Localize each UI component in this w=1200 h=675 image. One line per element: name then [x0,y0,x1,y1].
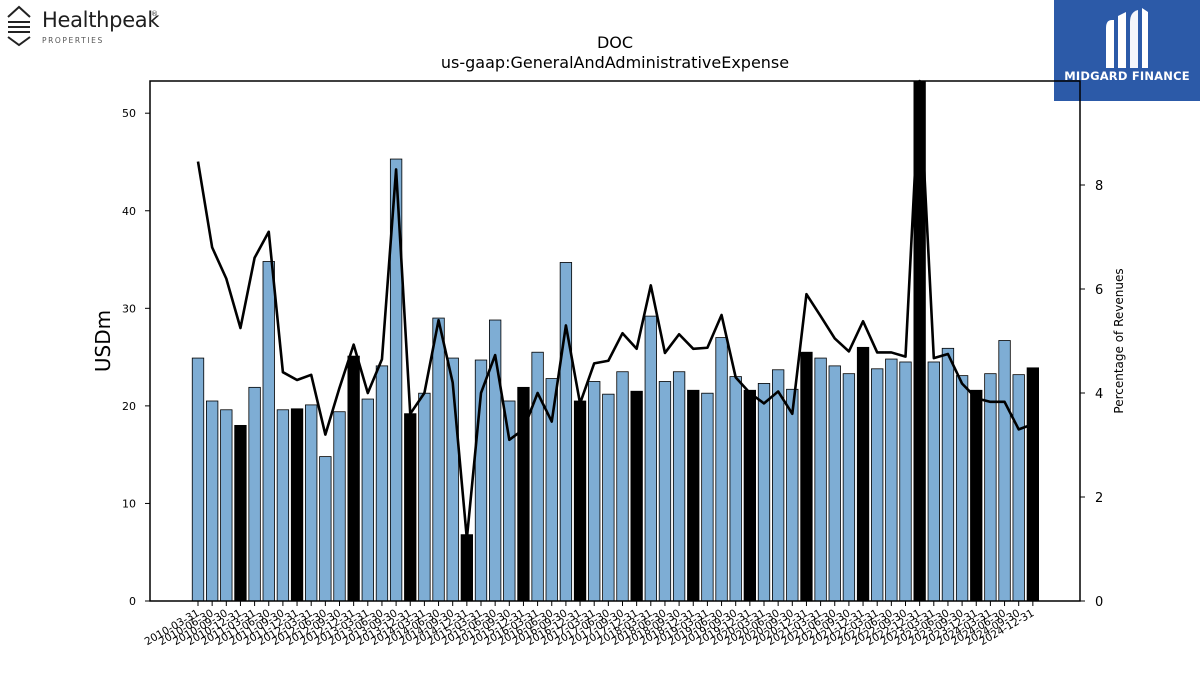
bar-2019-03-31 [701,392,714,602]
midgard-finance-logo: MIDGARD FINANCE [1054,0,1200,101]
bar-2013-03-31 [361,398,374,602]
bar-2021-09-30 [842,373,856,602]
bar-2013-06-30 [375,365,389,602]
bar-2010-09-30 [220,409,233,602]
bar-2022-06-30 [885,358,898,602]
bar-2011-09-30 [276,409,290,602]
y2-tick-label: 4 [1095,387,1103,402]
healthpeak-logo: Healthpeak ® PROPERTIES [4,4,174,48]
y2-tick-label: 8 [1095,179,1103,194]
bar-2012-06-30 [319,456,332,602]
y2-axis-label: Percentage of Revenues [1112,268,1126,413]
bar-2021-06-30 [828,365,841,602]
bar-2020-06-30 [772,369,785,602]
chart-subtitle: us-gaap:GeneralAndAdministrativeExpense [441,53,789,72]
bars-layer [191,80,1039,602]
bar-2024-03-31 [984,373,997,602]
bar-2018-06-30 [658,381,672,602]
bar-2019-09-30 [729,376,742,602]
bar-2024-09-30 [1012,374,1025,602]
y2-tick-label: 2 [1095,491,1103,506]
bar-2020-09-30 [786,388,799,602]
bar-2011-06-30 [262,261,275,602]
bar-2023-06-30 [941,347,955,602]
bar-2024-06-30 [998,340,1011,602]
bar-2010-03-31 [191,357,205,602]
y2-tick-label: 6 [1095,283,1103,298]
bar-2018-12-31 [687,389,700,602]
bar-2010-06-30 [205,400,219,602]
y-tick-label: 50 [122,107,136,120]
bar-2022-09-30 [899,361,912,602]
bar-2024-12-31 [1026,367,1039,602]
bar-2020-03-31 [757,383,771,602]
bar-2018-03-31 [644,315,657,602]
bar-2019-12-31 [743,389,756,602]
y2-axis: 0 2 4 6 8 [1080,179,1103,610]
bar-2011-12-31 [290,408,304,602]
bar-2017-06-30 [602,393,615,602]
bar-2016-12-31 [573,400,587,602]
y-axis: 0 10 20 30 40 50 [122,107,150,608]
bar-2011-03-31 [248,386,261,602]
bar-2013-12-31 [404,413,417,602]
bar-2017-03-31 [588,381,601,602]
plot-frame [149,80,1081,602]
bar-2012-12-31 [347,355,360,602]
bar-2023-12-31 [970,389,983,602]
healthpeak-logo-icon [7,5,31,47]
bar-2019-06-30 [715,337,728,602]
bar-2016-09-30 [559,262,573,602]
bar-2014-03-31 [418,392,431,602]
chart-title: DOC [597,33,633,52]
bar-2021-03-31 [814,357,827,602]
x-axis: 2010-03-312010-06-302010-09-302010-12-31… [143,601,1036,648]
y-tick-label: 0 [129,595,136,608]
y-axis-label: USDm [91,310,115,372]
y-tick-label: 40 [122,205,136,218]
midgard-finance-logo-text: MIDGARD FINANCE [1064,69,1190,83]
bar-2021-12-31 [856,346,870,602]
bar-2018-09-30 [672,371,686,602]
bar-2010-12-31 [234,424,247,602]
y-tick-label: 20 [122,400,136,413]
bar-2012-09-30 [333,411,346,602]
bar-2014-06-30 [432,317,445,602]
bar-2022-03-31 [871,368,884,602]
healthpeak-logo-subtitle: PROPERTIES [42,36,104,45]
bar-2016-03-31 [531,351,544,602]
line-layer [196,79,1034,540]
bar-2023-03-31 [927,361,940,602]
bar-2015-09-30 [503,400,516,602]
bar-2017-09-30 [616,371,629,602]
bar-2020-12-31 [800,351,813,602]
y-tick-label: 30 [122,302,136,315]
bar-2017-12-31 [630,390,643,602]
healthpeak-logo-text: Healthpeak [42,8,160,32]
line-pct-revenue [196,79,1034,540]
bar-2012-03-31 [305,404,318,602]
midgard-m-icon [1106,8,1148,68]
bar-2023-09-30 [955,375,969,602]
y2-tick-label: 0 [1095,595,1103,610]
bar-2014-12-31 [460,534,474,602]
healthpeak-reg-mark: ® [151,10,158,18]
y-tick-label: 10 [122,497,136,510]
